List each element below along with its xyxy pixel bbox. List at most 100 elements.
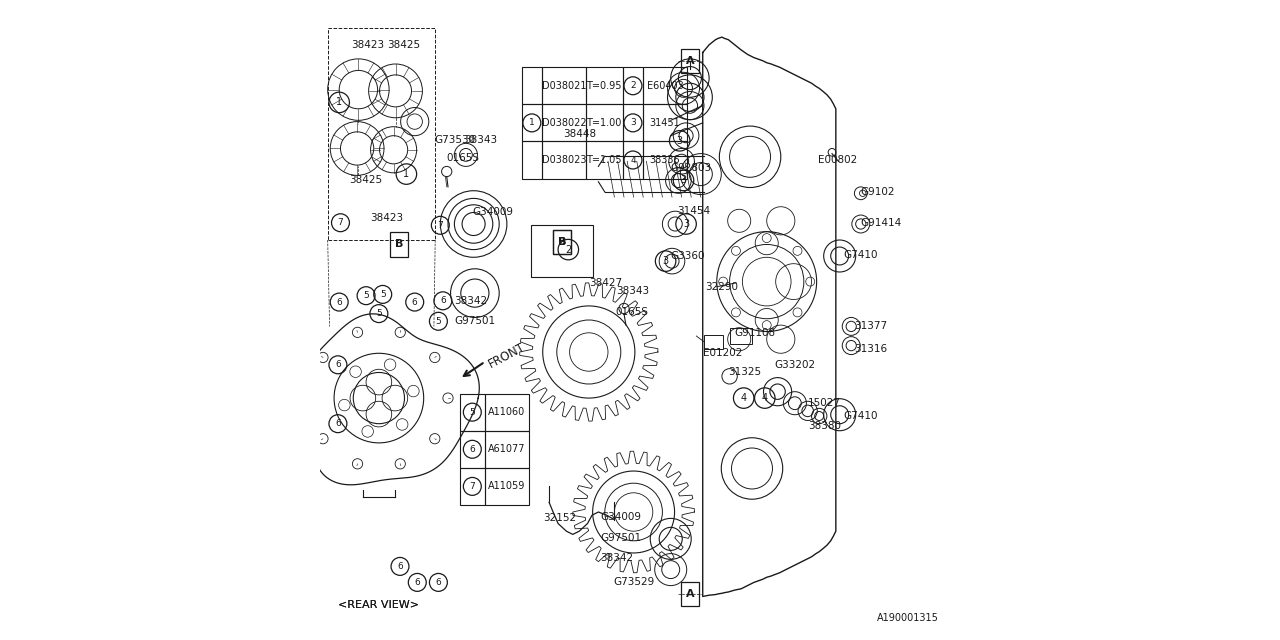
Text: 4: 4 [762, 393, 768, 403]
Text: 5: 5 [380, 290, 385, 299]
Bar [543, 104, 585, 141]
Text: 5: 5 [364, 291, 369, 300]
Text: E60403: E60403 [646, 81, 684, 91]
Text: 38342: 38342 [454, 296, 488, 306]
Bar [522, 67, 543, 104]
Text: G34009: G34009 [472, 207, 513, 218]
Text: 2: 2 [566, 244, 571, 255]
Bar [623, 104, 644, 141]
Bar [485, 468, 529, 505]
Text: A61077: A61077 [488, 444, 526, 454]
Text: 0165S: 0165S [447, 153, 480, 163]
Bar [328, 28, 435, 240]
Text: 2: 2 [630, 81, 636, 90]
Text: 31377: 31377 [855, 321, 887, 332]
Text: 1: 1 [337, 97, 342, 108]
Text: <REAR VIEW>: <REAR VIEW> [338, 600, 420, 610]
Text: 4: 4 [741, 393, 746, 403]
Bar [522, 141, 543, 179]
Text: 1: 1 [403, 169, 410, 179]
Bar [543, 141, 585, 179]
Text: 3: 3 [684, 219, 689, 229]
Bar [681, 49, 699, 73]
Text: D038022: D038022 [541, 118, 586, 128]
Text: 6: 6 [415, 578, 420, 587]
Text: FRONT: FRONT [486, 340, 527, 371]
Text: G91414: G91414 [860, 218, 902, 228]
Text: 38343: 38343 [616, 286, 649, 296]
Text: <REAR VIEW>: <REAR VIEW> [338, 600, 420, 610]
Text: 7: 7 [438, 221, 443, 230]
Text: G7410: G7410 [844, 411, 878, 421]
Text: 6: 6 [335, 419, 340, 428]
Text: 32290: 32290 [705, 282, 739, 292]
Bar [543, 67, 585, 104]
Text: 38343: 38343 [465, 134, 497, 145]
Text: G92803: G92803 [671, 163, 712, 173]
Text: G97501: G97501 [600, 532, 641, 543]
Text: G33202: G33202 [774, 360, 815, 370]
Bar [585, 141, 622, 179]
Bar [730, 328, 753, 344]
Bar [390, 232, 408, 257]
Bar [644, 141, 687, 179]
Text: G9102: G9102 [860, 187, 895, 197]
Text: A: A [686, 56, 694, 66]
Text: T=1.00: T=1.00 [586, 118, 622, 128]
Text: 4: 4 [630, 156, 636, 164]
Bar [460, 394, 485, 431]
Text: 5: 5 [435, 317, 442, 326]
Text: G3360: G3360 [671, 251, 705, 261]
Text: 0165S: 0165S [616, 307, 649, 317]
Text: 38423: 38423 [370, 212, 403, 223]
Text: D038023: D038023 [541, 155, 586, 165]
Text: 1: 1 [529, 118, 535, 127]
Text: 6: 6 [397, 562, 403, 571]
Text: 3: 3 [681, 175, 686, 186]
Text: G97501: G97501 [454, 316, 495, 326]
Bar [623, 141, 644, 179]
Text: 31451: 31451 [649, 118, 681, 128]
Text: 6: 6 [412, 298, 417, 307]
Text: 5: 5 [470, 408, 475, 417]
Text: 3: 3 [630, 118, 636, 127]
Text: 31316: 31316 [855, 344, 887, 354]
Bar [585, 104, 622, 141]
Text: G34009: G34009 [600, 512, 641, 522]
Text: 15027: 15027 [808, 398, 841, 408]
Text: E00802: E00802 [818, 155, 858, 165]
Text: 5: 5 [376, 309, 381, 318]
Bar [644, 67, 687, 104]
Text: B: B [558, 237, 566, 247]
Text: T=0.95: T=0.95 [586, 81, 622, 91]
Text: G73530: G73530 [434, 134, 475, 145]
Text: E01202: E01202 [703, 348, 742, 358]
Bar [644, 104, 687, 141]
Text: 31454: 31454 [677, 206, 710, 216]
Text: 7: 7 [338, 218, 343, 227]
Bar [522, 104, 543, 141]
Bar [531, 225, 593, 277]
Text: 32152: 32152 [543, 513, 576, 524]
Text: 31325: 31325 [728, 367, 762, 378]
Bar [585, 67, 622, 104]
Text: 6: 6 [440, 296, 445, 305]
Text: 6: 6 [335, 360, 340, 369]
Text: G73529: G73529 [613, 577, 654, 588]
Text: 38427: 38427 [589, 278, 622, 288]
Bar [485, 431, 529, 468]
Text: 6: 6 [337, 298, 342, 307]
Text: 38425: 38425 [348, 175, 381, 186]
Text: 38342: 38342 [600, 553, 634, 563]
Text: D038021: D038021 [541, 81, 586, 91]
Text: A11059: A11059 [488, 481, 526, 492]
Bar [681, 582, 699, 606]
Text: 6: 6 [435, 578, 442, 587]
Text: 38448: 38448 [563, 129, 596, 140]
Text: A190001315: A190001315 [877, 612, 938, 623]
Text: 3: 3 [663, 256, 668, 266]
Text: 6: 6 [470, 445, 475, 454]
Text: 38425: 38425 [387, 40, 420, 50]
Text: B: B [396, 239, 403, 250]
Bar [460, 468, 485, 505]
